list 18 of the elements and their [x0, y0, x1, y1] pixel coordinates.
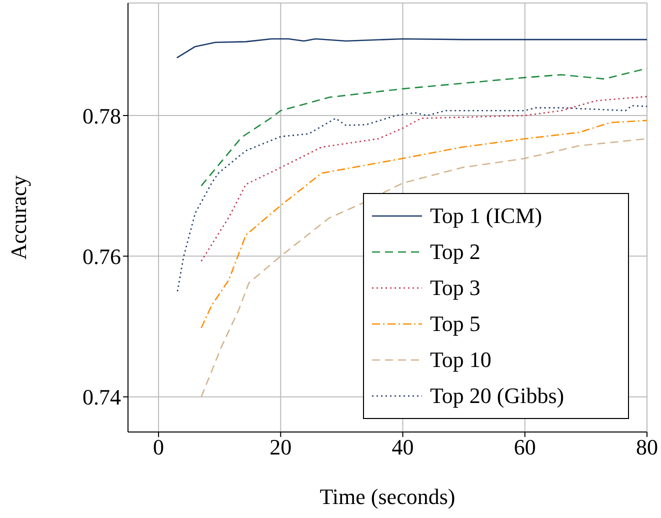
legend-label: Top 5 [430, 311, 480, 337]
legend-label: Top 20 (Gibbs) [430, 383, 564, 409]
legend-label: Top 10 [430, 347, 492, 373]
x-tick-label: 20 [270, 434, 292, 460]
legend-label: Top 3 [430, 275, 480, 301]
y-tick-label: 0.78 [82, 103, 121, 128]
line-series [200, 96, 647, 262]
y-axis-title: Accuracy [6, 175, 31, 260]
line-series [176, 38, 647, 59]
x-tick-label: 0 [153, 434, 164, 460]
x-tick-label: 60 [514, 434, 536, 460]
legend-label: Top 2 [430, 239, 480, 265]
y-tick-label: 0.76 [82, 244, 121, 269]
x-tick-label: 80 [636, 434, 658, 460]
legend-label: Top 1 (ICM) [430, 203, 542, 229]
y-tick-label: 0.74 [82, 384, 121, 410]
x-tick-label: 40 [392, 434, 414, 460]
x-axis-title: Time (seconds) [320, 484, 456, 509]
